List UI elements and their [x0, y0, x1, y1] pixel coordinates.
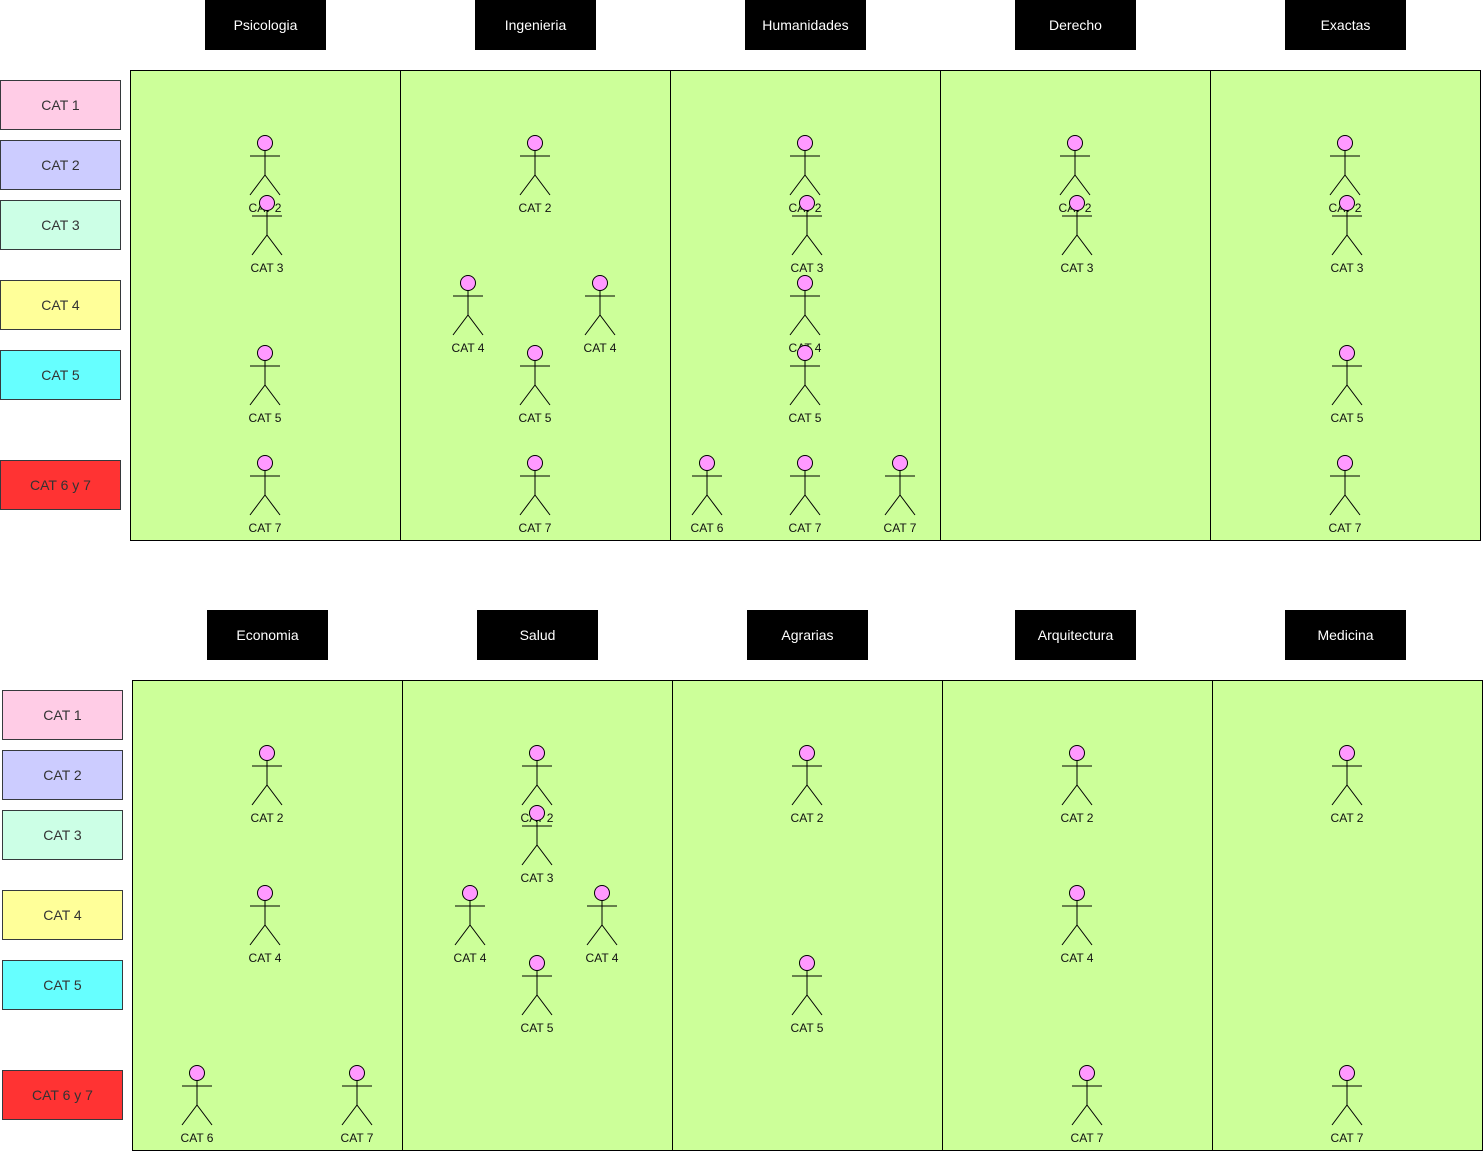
legend-cat-3: CAT 3 — [0, 200, 121, 250]
legend-cat-6-7: CAT 6 y 7 — [2, 1070, 123, 1120]
faculty-header-medicina: Medicina — [1285, 610, 1406, 660]
faculty-column-derecho — [940, 70, 1211, 541]
faculty-column-arquitectura — [942, 680, 1213, 1151]
faculty-column-exactas — [1210, 70, 1481, 541]
faculty-header-ingenieria: Ingenieria — [475, 0, 596, 50]
faculty-column-ingenieria — [400, 70, 671, 541]
faculty-header-economia: Economia — [207, 610, 328, 660]
legend-cat-4: CAT 4 — [2, 890, 123, 940]
faculty-header-humanidades: Humanidades — [745, 0, 866, 50]
faculty-column-agrarias — [672, 680, 943, 1151]
faculty-header-psicologia: Psicologia — [205, 0, 326, 50]
legend-cat-3: CAT 3 — [2, 810, 123, 860]
faculty-column-salud — [402, 680, 673, 1151]
faculty-column-humanidades — [670, 70, 941, 541]
faculty-header-salud: Salud — [477, 610, 598, 660]
legend-cat-5: CAT 5 — [2, 960, 123, 1010]
faculty-header-exactas: Exactas — [1285, 0, 1406, 50]
legend-cat-5: CAT 5 — [0, 350, 121, 400]
faculty-header-agrarias: Agrarias — [747, 610, 868, 660]
legend-cat-2: CAT 2 — [0, 140, 121, 190]
legend-cat-4: CAT 4 — [0, 280, 121, 330]
faculty-column-psicologia — [130, 70, 401, 541]
legend-cat-1: CAT 1 — [2, 690, 123, 740]
faculty-header-derecho: Derecho — [1015, 0, 1136, 50]
legend-cat-1: CAT 1 — [0, 80, 121, 130]
legend-cat-2: CAT 2 — [2, 750, 123, 800]
faculty-header-arquitectura: Arquitectura — [1015, 610, 1136, 660]
faculty-column-economia — [132, 680, 403, 1151]
legend-cat-6-7: CAT 6 y 7 — [0, 460, 121, 510]
faculty-column-medicina — [1212, 680, 1483, 1151]
